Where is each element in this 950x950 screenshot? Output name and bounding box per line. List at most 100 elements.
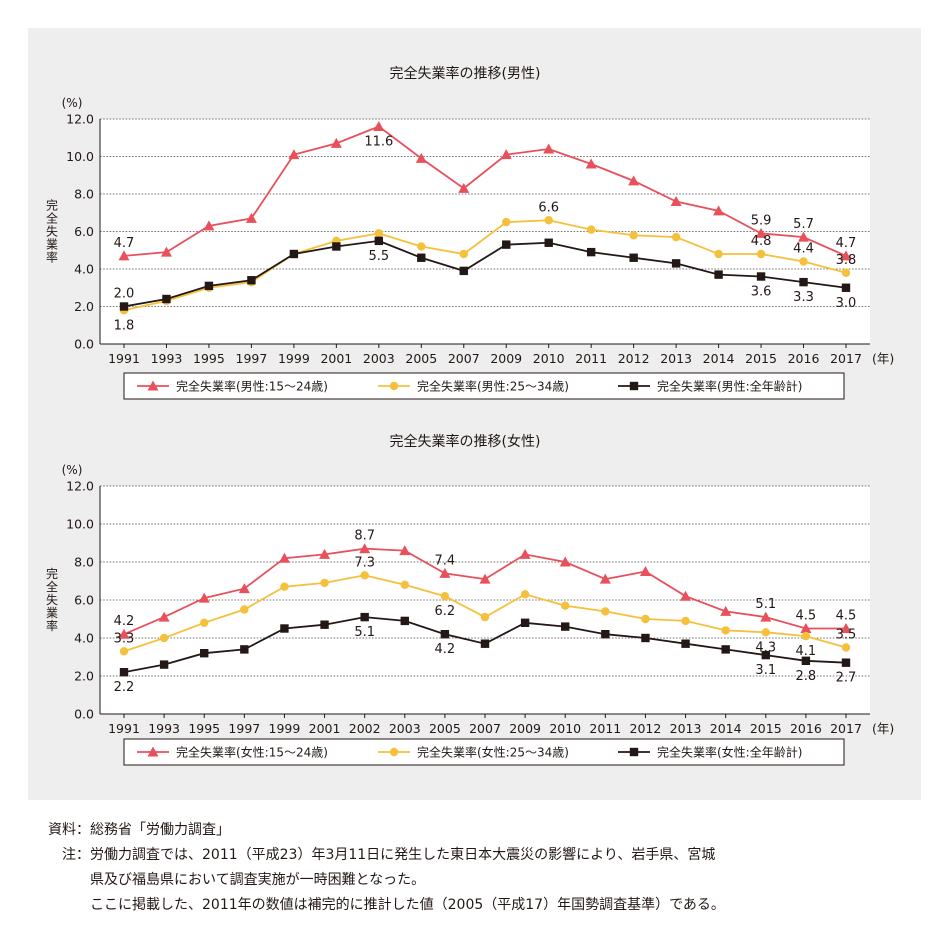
data-label: 5.1 [354,625,375,640]
data-point [586,225,596,234]
x-unit-label: (年) [872,721,894,736]
data-label: 2.8 [796,669,817,684]
data-point [543,143,555,154]
data-point [374,229,384,238]
data-label: 2.2 [114,680,135,695]
data-point [417,253,426,262]
data-label: 5.1 [755,597,776,612]
data-point [400,580,409,589]
data-point [841,268,851,277]
data-label: 4.7 [114,236,135,251]
series-1 [118,121,852,261]
data-point [629,231,638,240]
data-point [247,276,256,285]
data-label: 7.3 [354,555,375,570]
data-label: 4.7 [836,236,857,251]
series-line [123,219,847,312]
x-tick-label: 2010 [533,351,565,366]
data-point [119,302,129,311]
data-point [158,611,170,622]
data-label: 5.9 [751,213,772,228]
data-point [801,631,811,641]
legend-label: 完全失業率(女性:15～24歳) [176,745,328,760]
data-label: 11.6 [364,135,393,150]
data-point [374,236,384,246]
data-point [561,601,570,610]
y-axis-title-char: 失 [46,592,58,607]
data-point [720,605,732,616]
data-point [373,121,385,131]
data-point [639,566,651,576]
data-point [559,556,571,567]
data-point [714,270,723,279]
data-point [198,592,210,603]
chart-title: 完全失業率の推移(男性) [390,65,541,82]
note-line-1: 労働力調査では、2011（平成23）年3月11日に発生した東日本大震災の影響によ… [90,847,716,863]
data-label: 5.5 [368,249,389,264]
y-tick-label: 4.0 [74,631,94,646]
x-tick-label: 2017 [830,721,862,736]
data-label: 4.5 [796,609,817,624]
data-point [800,623,812,633]
data-point [200,649,209,658]
data-label: 3.5 [836,628,857,643]
data-point [601,607,610,616]
x-tick-label: 1999 [269,721,301,736]
data-point [801,656,811,665]
data-point [245,212,257,223]
data-point [118,628,130,639]
data-point [480,639,490,648]
data-point [280,582,289,591]
data-point [119,647,129,656]
note-label: 注： [62,847,90,863]
y-tick-label: 6.0 [74,224,94,239]
note-row: 注：労働力調査では、2011（平成23）年3月11日に発生した東日本大震災の影響… [30,843,930,868]
y-unit-label: (%) [62,463,83,477]
y-tick-label: 2.0 [74,299,94,314]
data-point [629,253,638,262]
data-label: 4.1 [796,644,817,659]
x-tick-label: 2003 [389,721,421,736]
data-point [756,249,766,259]
y-axis-title-char: 業 [46,606,58,620]
data-point [671,232,681,242]
data-point [332,242,341,251]
y-tick-label: 0.0 [74,707,94,722]
data-label: 4.5 [836,609,857,624]
legend-label: 完全失業率(男性:25～34歳) [417,379,569,394]
legend-label: 完全失業率(男性:15～24歳) [176,379,328,394]
data-label: 4.8 [751,234,772,249]
data-label: 2.7 [836,671,857,686]
x-tick-label: 2012 [618,351,650,366]
data-point [319,548,331,559]
data-label: 3.6 [751,285,772,300]
data-point [681,639,690,648]
data-point [278,552,290,563]
footer-notes: 資料：総務省「労働力調査」 注：労働力調査では、2011（平成23）年3月11日… [30,818,930,918]
data-point [399,545,411,556]
data-label: 6.6 [538,200,559,215]
data-point [599,573,611,584]
data-point [240,605,249,614]
x-unit-label: (年) [872,351,894,366]
chart-panel: 完全失業率の推移(男性) (%) 完全失業率 0.0 2.0 4.0 6.0 8.0 10.0 1… [28,28,921,800]
series-2 [119,571,851,656]
data-point [840,250,852,261]
y-tick-label: 8.0 [74,187,94,202]
data-point [641,633,650,643]
note-line-3: ここに掲載した、2011年の数値は補完的に推計した値（2005（平成17）年国勢… [90,897,725,913]
data-point [520,590,530,599]
data-point [520,618,530,627]
y-tick-label: 10.0 [66,149,94,164]
x-tick-label: 1991 [108,351,140,366]
source-label: 資料： [48,822,90,838]
data-point [628,175,640,186]
data-point [799,277,808,287]
x-tick-label: 1995 [193,351,225,366]
data-point [200,618,209,627]
x-tick-label: 1993 [151,351,183,366]
x-tick-label: 1991 [108,721,140,736]
x-tick-label: 2007 [469,721,501,736]
data-label: 3.0 [836,296,857,311]
data-point [280,624,289,633]
